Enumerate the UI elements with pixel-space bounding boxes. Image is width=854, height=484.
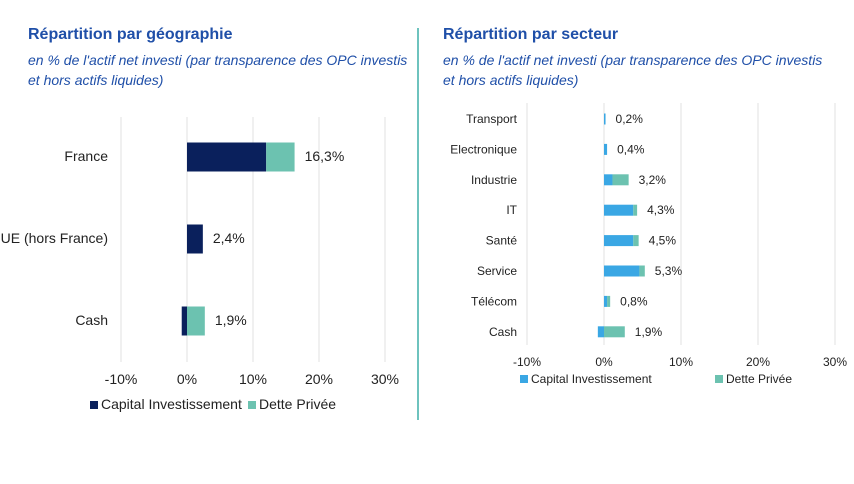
sector-category-label: Santé: [486, 234, 518, 248]
sector-category-label: Cash: [489, 325, 517, 339]
sector-bar-capital-investissement: [604, 113, 606, 125]
sector-legend-label: Dette Privée: [726, 372, 792, 386]
geo-bar-dette-privée: [266, 142, 295, 172]
sector-tick-label: 0%: [595, 355, 613, 369]
sector-bar-capital-investissement: [604, 204, 634, 216]
sector-bar-dette-privée: [633, 204, 638, 216]
geo-data-label: 16,3%: [305, 148, 345, 164]
geo-bar-capital-investissement: [187, 224, 203, 254]
geo-legend-label: Capital Investissement: [101, 396, 242, 412]
geo-tick-label: 20%: [305, 371, 333, 387]
divider: [417, 28, 419, 420]
geo-tick-label: 30%: [371, 371, 399, 387]
sector-bar-dette-privée: [604, 326, 625, 338]
sector-category-label: IT: [506, 203, 517, 217]
sector-tick-label: 30%: [823, 355, 847, 369]
sector-bar-capital-investissement: [604, 295, 608, 307]
geo-chart-title: Répartition par géographie: [28, 26, 233, 43]
sector-legend-label: Capital Investissement: [531, 372, 652, 386]
sector-data-label: 5,3%: [655, 264, 683, 278]
geo-category-label: UE (hors France): [1, 230, 108, 246]
sector-category-label: Service: [477, 264, 517, 278]
sector-bar-capital-investissement: [604, 265, 640, 277]
geo-legend-swatch: [248, 401, 256, 409]
sector-legend-swatch: [520, 375, 528, 383]
sector-bar-dette-privée: [639, 265, 645, 277]
sector-data-label: 3,2%: [639, 173, 667, 187]
geo-legend-swatch: [90, 401, 98, 409]
geo-data-label: 2,4%: [213, 230, 245, 246]
sector-tick-label: 10%: [669, 355, 693, 369]
sector-bar-capital-investissement: [604, 143, 608, 155]
geo-tick-label: 10%: [239, 371, 267, 387]
sector-bar-capital-investissement: [604, 174, 613, 186]
geo-category-label: Cash: [75, 312, 108, 328]
geo-bar-capital-investissement: [181, 306, 187, 336]
geo-category-label: France: [64, 148, 108, 164]
sector-category-label: Télécom: [471, 294, 517, 308]
sector-bar-dette-privée: [607, 295, 611, 307]
sector-category-label: Electronique: [450, 142, 517, 156]
geo-bar-capital-investissement: [187, 142, 267, 172]
sector-tick-label: 20%: [746, 355, 770, 369]
sector-chart-title: Répartition par secteur: [443, 26, 619, 43]
sector-bar-capital-investissement: [597, 326, 604, 338]
geo-tick-label: 0%: [177, 371, 197, 387]
geo-chart-subtitle: en % de l'actif net investi (par transpa…: [28, 52, 408, 88]
sector-data-label: 1,9%: [635, 325, 663, 339]
sector-data-label: 0,4%: [617, 142, 645, 156]
sector-bar-capital-investissement: [604, 235, 634, 247]
sector-category-label: Transport: [466, 112, 518, 126]
sector-chart-subtitle: en % de l'actif net investi (par transpa…: [443, 52, 823, 88]
geo-tick-label: -10%: [105, 371, 138, 387]
sector-bar-dette-privée: [612, 174, 629, 186]
sector-bar-dette-privée: [633, 235, 639, 247]
sector-data-label: 0,8%: [620, 294, 648, 308]
sector-tick-label: -10%: [513, 355, 541, 369]
sector-data-label: 4,5%: [649, 234, 677, 248]
sector-category-label: Industrie: [471, 173, 517, 187]
geo-data-label: 1,9%: [215, 312, 247, 328]
sector-data-label: 0,2%: [616, 112, 644, 126]
sector-data-label: 4,3%: [647, 203, 675, 217]
sector-legend-swatch: [715, 375, 723, 383]
geo-legend-label: Dette Privée: [259, 396, 336, 412]
geo-bar-dette-privée: [187, 306, 205, 336]
